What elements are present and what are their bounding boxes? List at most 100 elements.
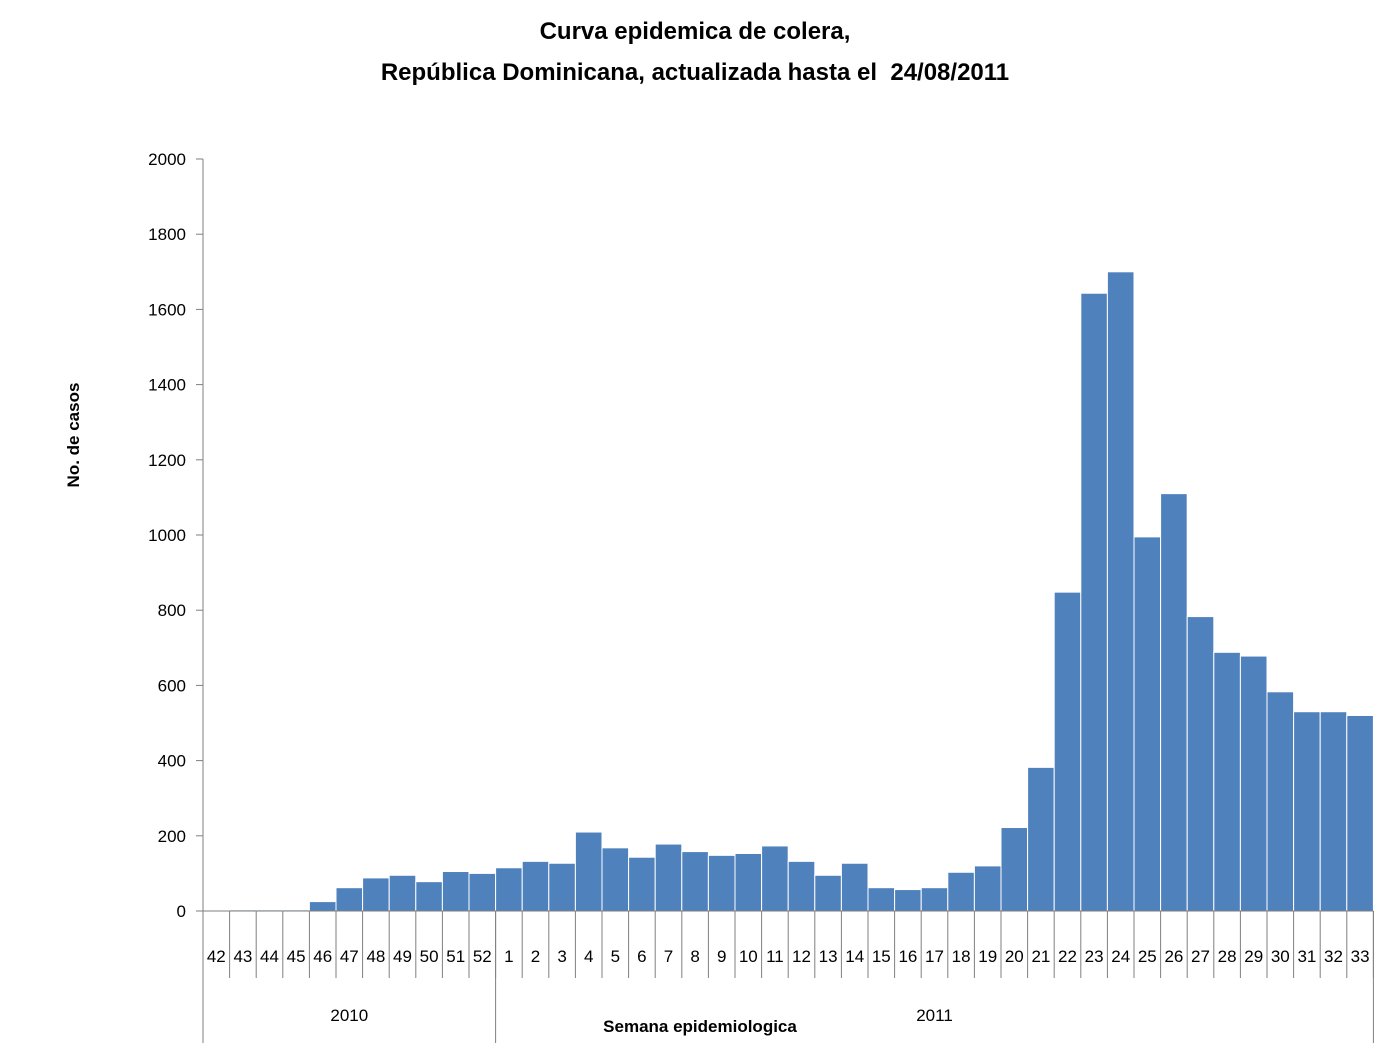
x-tick-label: 1: [504, 947, 513, 966]
x-tick-label: 25: [1138, 947, 1157, 966]
y-tick-label: 1200: [148, 451, 186, 470]
x-tick-label: 16: [898, 947, 917, 966]
bar: [1053, 591, 1082, 912]
bar: [415, 881, 443, 912]
y-tick-label: 400: [158, 752, 186, 771]
x-tick-label: 21: [1031, 947, 1050, 966]
x-tick-label: 6: [637, 947, 646, 966]
x-tick-label: 48: [366, 947, 385, 966]
bar: [1346, 714, 1374, 912]
y-tick-label: 1600: [148, 300, 186, 319]
x-tick-label: 43: [233, 947, 252, 966]
bar: [1213, 651, 1241, 912]
x-axis-label: Semana epidemiologica: [603, 1017, 797, 1036]
bar: [1266, 691, 1295, 912]
bar: [335, 887, 364, 912]
bar: [681, 851, 709, 912]
y-tick-label: 0: [177, 902, 186, 921]
y-tick-label: 1000: [148, 526, 186, 545]
bar: [628, 856, 656, 912]
x-tick-label: 42: [207, 947, 226, 966]
bar: [947, 871, 975, 912]
x-tick-label: 24: [1111, 947, 1130, 966]
bar: [1186, 616, 1215, 912]
y-tick-label: 1400: [148, 376, 186, 395]
bar: [920, 887, 949, 912]
x-tick-label: 19: [978, 947, 997, 966]
bar: [308, 901, 337, 912]
bar: [654, 843, 683, 912]
x-tick-label: 52: [473, 947, 492, 966]
x-tick-label: 15: [872, 947, 891, 966]
x-tick-label: 50: [420, 947, 439, 966]
x-tick-label: 33: [1351, 947, 1370, 966]
y-tick-label: 2000: [148, 150, 186, 169]
group-label-2011: 2011: [916, 1006, 953, 1025]
x-tick-label: 11: [766, 947, 784, 966]
x-tick-label: 5: [611, 947, 620, 966]
x-tick-label: 2: [531, 947, 540, 966]
y-tick-label: 1800: [148, 225, 186, 244]
x-tick-label: 46: [313, 947, 332, 966]
bar: [388, 874, 417, 912]
y-tick-label: 200: [158, 827, 186, 846]
bar: [574, 831, 603, 912]
x-tick-label: 27: [1191, 947, 1210, 966]
bar: [468, 872, 497, 912]
bar: [495, 867, 523, 912]
x-tick-label: 31: [1297, 947, 1316, 966]
bar: [362, 877, 390, 912]
chart-title-line-1: Curva epidemica de colera,: [539, 18, 851, 45]
x-tick-label: 18: [952, 947, 971, 966]
y-tick-label: 800: [158, 601, 186, 620]
x-tick-label: 47: [340, 947, 359, 966]
x-tick-label: 22: [1058, 947, 1077, 966]
y-tick-label: 600: [158, 676, 186, 695]
x-tick-label: 12: [792, 947, 811, 966]
bar: [601, 847, 630, 912]
bar: [1080, 292, 1108, 912]
bar: [1160, 493, 1188, 912]
x-tick-label: 49: [393, 947, 412, 966]
bar: [521, 860, 550, 912]
x-tick-label: 4: [584, 947, 593, 966]
bar: [1239, 655, 1268, 912]
bar: [1106, 271, 1135, 912]
bar: [894, 889, 922, 912]
x-tick-label: 17: [925, 947, 944, 966]
bar: [814, 874, 842, 912]
bar: [707, 854, 736, 912]
bar: [840, 862, 869, 912]
x-tick-label: 8: [690, 947, 699, 966]
x-tick-label: 20: [1005, 947, 1024, 966]
x-tick-label: 30: [1271, 947, 1290, 966]
x-tick-label: 44: [260, 947, 279, 966]
bar: [1000, 827, 1029, 912]
x-tick-label: 3: [557, 947, 566, 966]
bar: [761, 845, 789, 912]
x-tick-label: 10: [739, 947, 758, 966]
x-tick-label: 14: [845, 947, 864, 966]
bar: [1133, 536, 1162, 912]
bar: [973, 865, 1002, 912]
bar: [1319, 711, 1348, 912]
bar: [441, 871, 470, 912]
x-tick-label: 26: [1164, 947, 1183, 966]
chart-title-line-2: República Dominicana, actualizada hasta …: [380, 59, 1010, 86]
x-tick-label: 7: [664, 947, 673, 966]
x-tick-label: 13: [819, 947, 838, 966]
x-tick-label: 23: [1085, 947, 1104, 966]
group-label-2010: 2010: [330, 1006, 368, 1025]
x-tick-label: 9: [717, 947, 726, 966]
bar: [867, 887, 896, 912]
x-tick-label: 28: [1218, 947, 1237, 966]
bar: [548, 862, 576, 912]
x-tick-label: 29: [1244, 947, 1263, 966]
x-tick-label: 45: [287, 947, 306, 966]
bar: [734, 852, 763, 912]
bar: [1027, 766, 1055, 912]
x-tick-label: 32: [1324, 947, 1343, 966]
bar: [1293, 711, 1321, 912]
